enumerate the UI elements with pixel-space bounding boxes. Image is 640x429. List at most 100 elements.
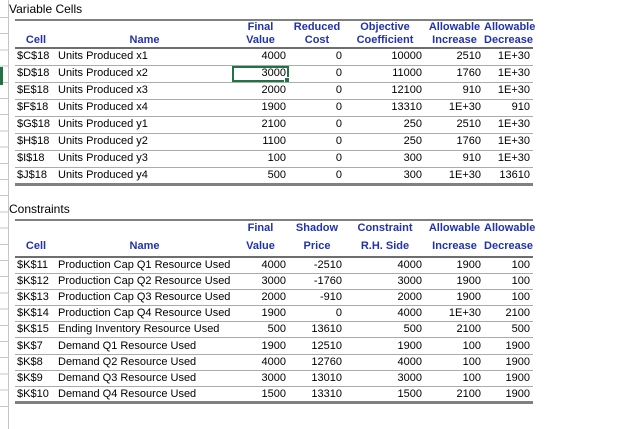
objective-coefficient-cell[interactable]: 300: [403, 168, 422, 181]
final-value-cell[interactable]: 500: [232, 321, 289, 339]
allowable-increase-cell[interactable]: 1760: [425, 133, 484, 151]
objective-coefficient-cell[interactable]: 10000: [345, 48, 425, 66]
cell-ref[interactable]: $K$15: [15, 321, 57, 339]
header-decrease[interactable]: Decrease: [484, 236, 533, 258]
header-coefficient[interactable]: Coefficient: [345, 34, 425, 49]
final-value-cell[interactable]: 1500: [261, 387, 286, 400]
shadow-price-cell[interactable]: 0: [289, 305, 345, 323]
cell-name[interactable]: Demand Q4 Resource Used: [58, 387, 197, 400]
shadow-price-cell[interactable]: -1760: [289, 273, 345, 290]
cell-name[interactable]: Units Produced x3: [57, 82, 232, 100]
allowable-increase-cell[interactable]: 100: [425, 337, 484, 355]
cell-ref[interactable]: $K$10: [17, 387, 49, 400]
header-blank[interactable]: [15, 20, 57, 34]
reduced-cost-cell[interactable]: 0: [289, 48, 345, 66]
constraint-rhs-cell[interactable]: 4000: [345, 354, 425, 371]
allowable-increase-cell[interactable]: 910: [425, 150, 484, 168]
header-cell[interactable]: Cell: [15, 236, 57, 258]
allowable-increase-cell[interactable]: 1E+30: [448, 168, 481, 181]
variable-cells-title[interactable]: Variable Cells: [9, 2, 83, 16]
header-cell[interactable]: Cell: [15, 34, 57, 49]
final-value-cell[interactable]: 4000: [232, 354, 289, 371]
header-rhs[interactable]: R.H. Side: [345, 236, 425, 258]
allowable-decrease-cell[interactable]: 1E+30: [484, 133, 533, 151]
final-value-cell[interactable]: 1100: [232, 133, 289, 151]
cell-ref[interactable]: $C$18: [15, 48, 57, 66]
allowable-increase-cell[interactable]: 100: [425, 370, 484, 388]
cell-ref[interactable]: $J$18: [17, 168, 47, 181]
shadow-price-cell[interactable]: 12510: [289, 337, 345, 355]
header-allowable-dec[interactable]: Allowable: [484, 21, 536, 33]
header-blank[interactable]: [57, 220, 232, 236]
final-value-cell[interactable]: 1900: [232, 305, 289, 323]
final-value-cell[interactable]: 3000: [232, 370, 289, 388]
reduced-cost-cell[interactable]: 0: [289, 65, 345, 83]
shadow-price-cell[interactable]: 13610: [289, 321, 345, 339]
allowable-decrease-cell[interactable]: 100: [484, 257, 533, 274]
cell-name[interactable]: Demand Q3 Resource Used: [57, 370, 232, 388]
cell-ref[interactable]: $F$18: [15, 99, 57, 117]
final-value-cell[interactable]: 1900: [232, 337, 289, 355]
cell-name[interactable]: Production Cap Q2 Resource Used: [57, 273, 232, 290]
final-value-cell[interactable]: 500: [267, 168, 286, 181]
objective-coefficient-cell[interactable]: 250: [345, 133, 425, 151]
constraint-rhs-cell[interactable]: 4000: [345, 305, 425, 323]
allowable-increase-cell[interactable]: 2100: [456, 387, 481, 400]
allowable-decrease-cell[interactable]: 1900: [484, 370, 533, 388]
objective-coefficient-cell[interactable]: 300: [345, 150, 425, 168]
allowable-decrease-cell[interactable]: 910: [484, 99, 533, 117]
reduced-cost-cell[interactable]: 0: [289, 82, 345, 100]
reduced-cost-cell[interactable]: 0: [335, 168, 342, 181]
header-final[interactable]: Final: [247, 21, 274, 33]
header-price[interactable]: Price: [289, 236, 345, 258]
cell-name[interactable]: Ending Inventory Resource Used: [57, 321, 232, 339]
cell-name[interactable]: Demand Q1 Resource Used: [57, 337, 232, 355]
allowable-decrease-cell[interactable]: 1E+30: [484, 48, 533, 66]
allowable-decrease-cell[interactable]: 1900: [484, 337, 533, 355]
final-value-cell[interactable]: 100: [232, 150, 289, 168]
allowable-decrease-cell[interactable]: 100: [484, 289, 533, 307]
final-value-cell[interactable]: 4000: [232, 48, 289, 66]
cell-ref[interactable]: $E$18: [15, 82, 57, 100]
final-value-cell[interactable]: 2000: [232, 82, 289, 100]
allowable-decrease-cell[interactable]: 1E+30: [484, 82, 533, 100]
header-name[interactable]: Name: [57, 34, 232, 49]
selected-cell[interactable]: 3000: [232, 65, 289, 83]
header-shadow[interactable]: Shadow: [295, 222, 339, 234]
cell-ref[interactable]: $K$13: [15, 289, 57, 307]
objective-coefficient-cell[interactable]: 11000: [345, 65, 425, 83]
header-blank[interactable]: [15, 220, 57, 236]
header-final[interactable]: Final: [247, 222, 274, 234]
cell-name[interactable]: Units Produced y1: [57, 116, 232, 134]
cell-ref[interactable]: $K$12: [15, 273, 57, 290]
objective-coefficient-cell[interactable]: 12100: [345, 82, 425, 100]
header-reduced[interactable]: Reduced: [293, 21, 341, 33]
allowable-decrease-cell[interactable]: 1E+30: [484, 150, 533, 168]
allowable-increase-cell[interactable]: 1E+30: [425, 99, 484, 117]
shadow-price-cell[interactable]: 13010: [289, 370, 345, 388]
cell-name[interactable]: Units Produced x1: [57, 48, 232, 66]
constraint-rhs-cell[interactable]: 2000: [345, 289, 425, 307]
allowable-decrease-cell[interactable]: 1E+30: [484, 116, 533, 134]
constraint-rhs-cell[interactable]: 500: [345, 321, 425, 339]
final-value-cell[interactable]: 2000: [232, 289, 289, 307]
constraint-rhs-cell[interactable]: 3000: [345, 370, 425, 388]
final-value-cell[interactable]: 2100: [232, 116, 289, 134]
allowable-decrease-cell[interactable]: 1E+30: [484, 65, 533, 83]
cell-ref[interactable]: $K$9: [15, 370, 57, 388]
header-decrease[interactable]: Decrease: [484, 34, 533, 49]
allowable-increase-cell[interactable]: 2510: [425, 48, 484, 66]
allowable-decrease-cell[interactable]: 500: [484, 321, 533, 339]
allowable-increase-cell[interactable]: 1E+30: [425, 305, 484, 323]
cell-name[interactable]: Production Cap Q3 Resource Used: [57, 289, 232, 307]
allowable-increase-cell[interactable]: 2510: [425, 116, 484, 134]
objective-coefficient-cell[interactable]: 250: [345, 116, 425, 134]
final-value-cell[interactable]: 3000: [232, 273, 289, 290]
header-cost[interactable]: Cost: [289, 34, 345, 49]
constraints-title[interactable]: Constraints: [9, 202, 70, 216]
allowable-decrease-cell[interactable]: 13610: [499, 168, 530, 181]
allowable-decrease-cell[interactable]: 1900: [505, 387, 530, 400]
allowable-increase-cell[interactable]: 1900: [425, 289, 484, 307]
final-value-cell[interactable]: 1900: [232, 99, 289, 117]
allowable-increase-cell[interactable]: 1760: [425, 65, 484, 83]
